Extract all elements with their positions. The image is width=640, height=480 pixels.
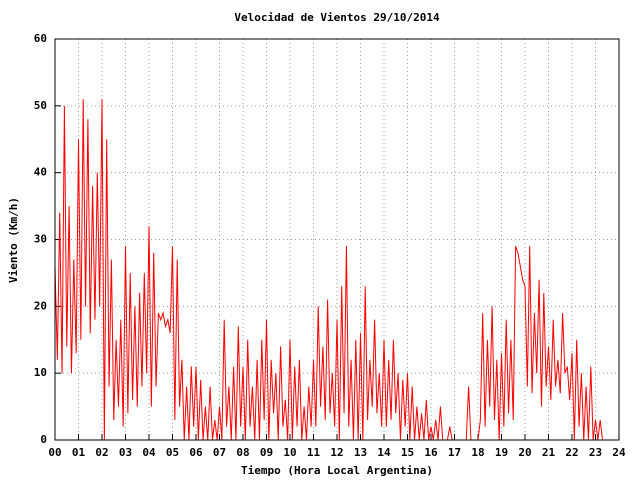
x-tick-label: 03 [119,446,132,459]
x-tick-label: 14 [377,446,391,459]
x-tick-label: 15 [401,446,414,459]
x-tick-label: 21 [542,446,556,459]
x-tick-label: 04 [142,446,156,459]
x-tick-label: 20 [518,446,531,459]
y-tick-label: 60 [34,32,47,45]
plot-border [54,38,620,441]
y-tick-label: 40 [34,166,47,179]
y-tick-label: 10 [34,366,47,379]
x-tick-label: 22 [565,446,578,459]
x-tick-label: 23 [589,446,602,459]
x-tick-label: 18 [471,446,484,459]
chart-title: Velocidad de Vientos 29/10/2014 [234,11,440,24]
x-tick-label: 13 [354,446,367,459]
x-tick-label: 16 [424,446,438,459]
x-tick-label: 08 [236,446,249,459]
x-tick-label: 00 [48,446,61,459]
x-tick-label: 07 [213,446,226,459]
y-tick-label: 50 [34,99,47,112]
y-tick-label: 20 [34,299,47,312]
x-tick-label: 06 [189,446,203,459]
x-tick-label: 01 [72,446,86,459]
x-tick-label: 12 [330,446,343,459]
x-tick-label: 10 [283,446,296,459]
x-tick-label: 24 [612,446,626,459]
x-tick-label: 09 [260,446,273,459]
y-axis-label: Viento (Km/h) [7,197,20,283]
x-axis-label: Tiempo (Hora Local Argentina) [241,464,433,477]
data-line [54,99,604,441]
x-tick-label: 05 [166,446,179,459]
x-tick-label: 02 [95,446,108,459]
y-tick-label: 0 [40,433,47,446]
x-tick-label: 17 [448,446,461,459]
y-tick-label: 30 [34,233,47,246]
x-tick-label: 19 [495,446,508,459]
x-tick-label: 11 [307,446,321,459]
